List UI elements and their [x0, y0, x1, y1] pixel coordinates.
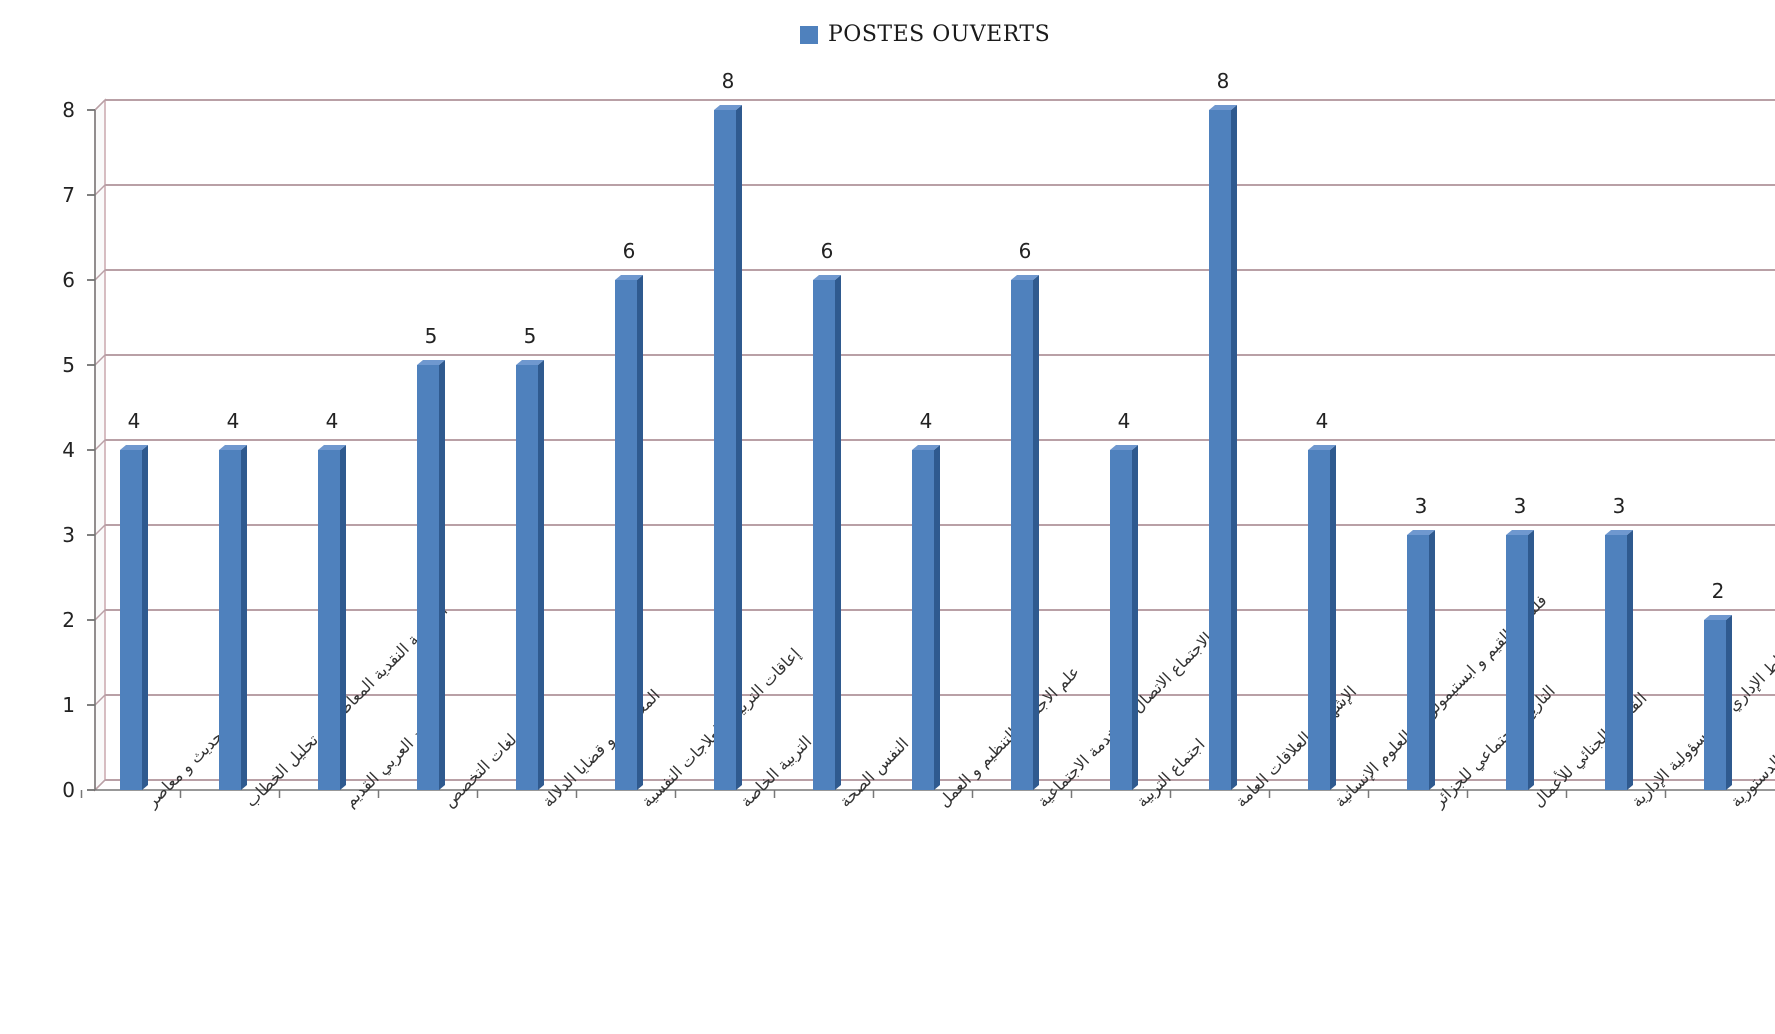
bar	[1209, 110, 1231, 790]
data-label: 3	[1415, 494, 1428, 518]
bar	[912, 450, 934, 790]
bar-side	[1429, 530, 1435, 790]
bar-side	[835, 275, 841, 790]
bar-top	[1110, 445, 1138, 450]
gridline-diag	[94, 184, 106, 196]
bar	[1605, 535, 1627, 790]
bar-side	[340, 445, 346, 790]
gridline-diag	[94, 99, 106, 111]
bar-top	[1308, 445, 1336, 450]
bar	[714, 110, 736, 790]
bar	[1704, 620, 1726, 790]
data-label: 8	[722, 69, 735, 93]
bar	[615, 280, 637, 790]
bar-top	[1704, 615, 1732, 620]
bar-top	[912, 445, 940, 450]
data-label: 4	[326, 409, 339, 433]
bar-side	[439, 360, 445, 790]
y-tick-label: 0	[62, 778, 75, 802]
legend-swatch	[800, 25, 818, 44]
data-label: 2	[1712, 579, 1725, 603]
bar	[813, 280, 835, 790]
gridline-diag	[94, 269, 106, 281]
bar-side	[736, 105, 742, 790]
bar-top	[1605, 530, 1633, 535]
gridline-diag	[94, 779, 106, 791]
bar-top	[516, 360, 544, 365]
bar-side	[1528, 530, 1534, 790]
legend-label: POSTES OUVERTS	[828, 22, 1051, 47]
data-label: 6	[623, 239, 636, 263]
bar-side	[142, 445, 148, 790]
bar-side	[538, 360, 544, 790]
bar	[516, 365, 538, 790]
chart-legend: POSTES OUVERTS	[800, 22, 1050, 47]
bar-top	[417, 360, 445, 365]
bar-top	[1506, 530, 1534, 535]
data-label: 4	[1316, 409, 1329, 433]
gridline-diag	[94, 439, 106, 451]
gridline-diag	[94, 354, 106, 366]
bar-top	[219, 445, 247, 450]
bar-side	[1231, 105, 1237, 790]
bar-side	[241, 445, 247, 790]
bar-side	[1132, 445, 1138, 790]
y-tick-label: 4	[62, 438, 75, 462]
y-tick-label: 7	[62, 183, 75, 207]
data-label: 4	[1118, 409, 1131, 433]
data-label: 5	[425, 324, 438, 348]
bar	[120, 450, 142, 790]
bar-top	[1407, 530, 1435, 535]
bar	[318, 450, 340, 790]
y-tick-label: 3	[62, 523, 75, 547]
bar	[1506, 535, 1528, 790]
bar-side	[1330, 445, 1336, 790]
gridline-diag	[94, 524, 106, 536]
bar-top	[120, 445, 148, 450]
data-label: 6	[1019, 239, 1032, 263]
bar-top	[615, 275, 643, 280]
data-label: 3	[1514, 494, 1527, 518]
y-tick-label: 8	[62, 98, 75, 122]
bar-side	[637, 275, 643, 790]
bar-side	[1033, 275, 1039, 790]
gridline-diag	[94, 609, 106, 621]
data-label: 3	[1613, 494, 1626, 518]
bar-top	[1209, 105, 1237, 110]
data-label: 4	[128, 409, 141, 433]
bar	[1110, 450, 1132, 790]
y-tick-label: 6	[62, 268, 75, 292]
y-tick-label: 1	[62, 693, 75, 717]
bar	[219, 450, 241, 790]
x-tick-label: التربية الخاصة	[736, 732, 816, 812]
bar-side	[1627, 530, 1633, 790]
bar-top	[813, 275, 841, 280]
bar-top	[318, 445, 346, 450]
x-tick-label: لغات التخصص	[439, 730, 521, 812]
bar-side	[934, 445, 940, 790]
bar-top	[1011, 275, 1039, 280]
gridline-diag	[94, 694, 106, 706]
bar	[1011, 280, 1033, 790]
bar	[1308, 450, 1330, 790]
data-label: 5	[524, 324, 537, 348]
bar	[1407, 535, 1429, 790]
y-tick-label: 2	[62, 608, 75, 632]
bar	[417, 365, 439, 790]
y-tick-label: 5	[62, 353, 75, 377]
data-label: 4	[227, 409, 240, 433]
bar-side	[1726, 615, 1732, 790]
data-label: 6	[821, 239, 834, 263]
data-label: 8	[1217, 69, 1230, 93]
data-label: 4	[920, 409, 933, 433]
bar-top	[714, 105, 742, 110]
